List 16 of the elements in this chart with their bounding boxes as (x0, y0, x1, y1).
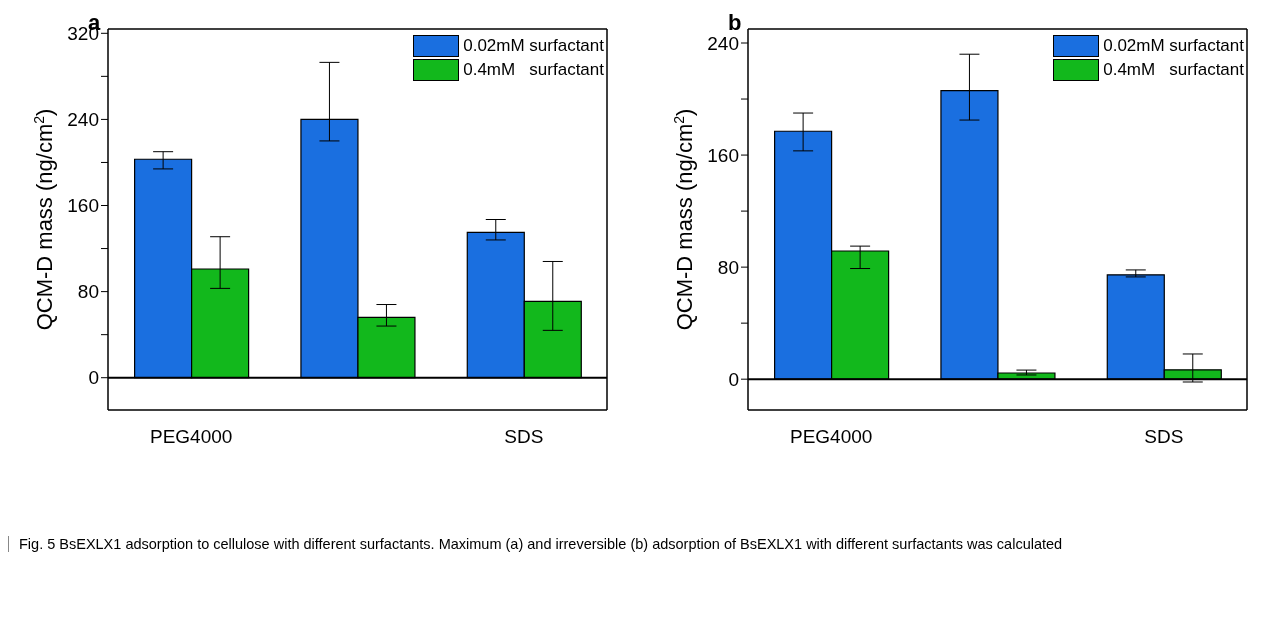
y-tick-label: 80 (717, 256, 739, 278)
legend-label: 0.4mM surfactant (463, 60, 604, 80)
y-tick-label: 0 (88, 367, 99, 389)
x-tick-label: PEG4000 (789, 426, 873, 448)
y-tick-label: 240 (67, 109, 99, 131)
x-tick-label: PEG4000 (149, 426, 233, 448)
x-tick-label: SDS (1144, 426, 1184, 448)
legend-label: 0.02mM surfactant (1103, 36, 1244, 56)
y-tick-label: 160 (67, 195, 99, 217)
y-tick-label: 160 (707, 144, 739, 166)
caption: Fig. 5 BsEXLX1 adsorption to cellulose with different surfactants. Maximum (a) and irreversible (b) adsorption of BsEXLX1 with different surfactants was calculated (8, 536, 1273, 552)
y-tick-label: 0 (728, 368, 739, 390)
legend-label: 0.4mM surfactant (1103, 60, 1244, 80)
x-tick-label: SDS (504, 426, 544, 448)
y-tick-label: 80 (77, 281, 99, 303)
legend-label: 0.02mM surfactant (463, 36, 604, 56)
